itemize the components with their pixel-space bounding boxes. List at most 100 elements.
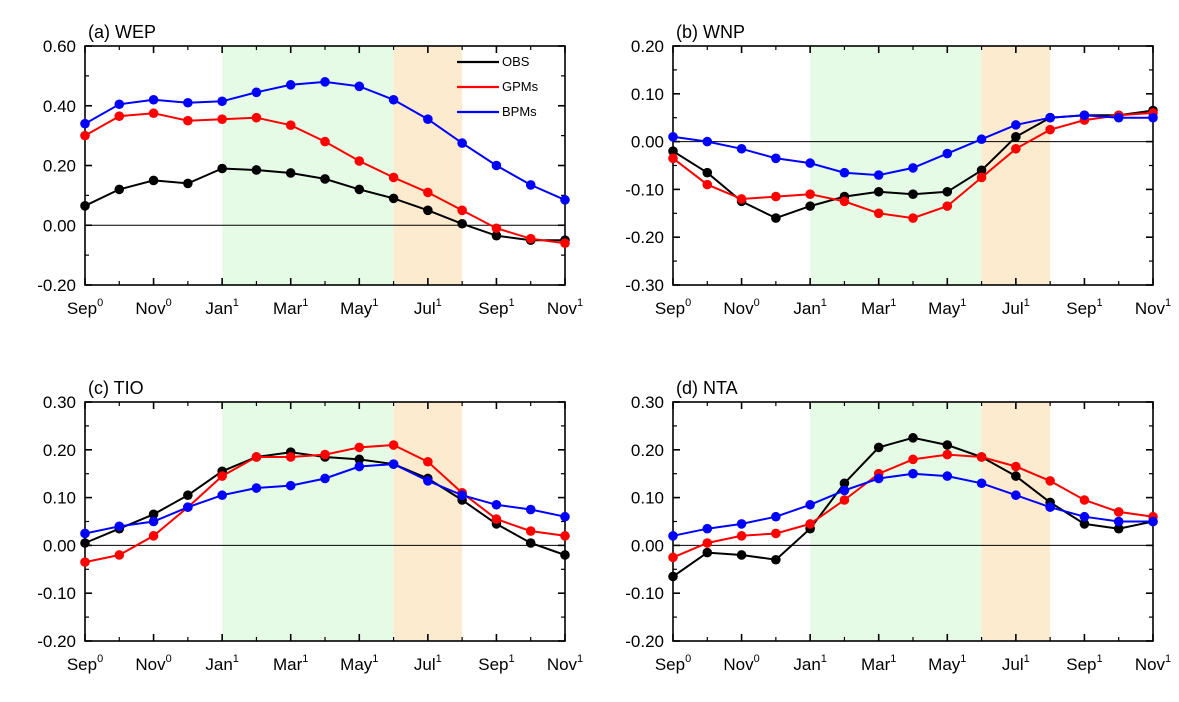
y-tick-label: 0.00 [43, 216, 76, 235]
data-point [388, 459, 399, 469]
data-point [736, 194, 747, 204]
data-point [668, 552, 678, 563]
data-point [114, 184, 125, 195]
y-tick-label: 0.60 [43, 37, 76, 56]
data-point [183, 490, 193, 501]
data-point [423, 456, 433, 467]
x-tick-label: Mar1 [861, 653, 896, 674]
data-point [320, 136, 330, 147]
data-point [702, 538, 713, 548]
data-point [423, 114, 433, 124]
x-tick-label: Jul1 [1002, 653, 1030, 674]
x-tick-label: Sep1 [478, 653, 514, 674]
data-point [285, 120, 296, 130]
panel-title: (a) WEP [88, 22, 156, 42]
x-tick-label: Sep0 [67, 653, 103, 674]
data-point [114, 550, 125, 560]
legend: OBS GPMs BPMs [457, 54, 539, 119]
x-tick-label: Sep1 [1066, 653, 1102, 674]
y-tick-label: 0.00 [43, 536, 76, 555]
data-point [839, 495, 850, 505]
data-point [491, 499, 502, 510]
legend-label: BPMs [502, 104, 537, 119]
data-point [702, 547, 713, 558]
data-point [1113, 523, 1124, 534]
data-point [976, 478, 987, 489]
data-point [80, 538, 90, 548]
data-point [908, 468, 918, 479]
data-point [771, 554, 781, 565]
data-point [908, 189, 918, 199]
data-point [908, 433, 918, 443]
data-point [1148, 516, 1158, 527]
series-BPMs [668, 110, 1158, 180]
data-point [148, 94, 159, 105]
data-point [668, 153, 678, 164]
data-point [1079, 110, 1090, 121]
x-tick-label: Nov1 [1135, 653, 1171, 674]
data-point [80, 130, 90, 141]
data-point [148, 531, 159, 541]
data-point [80, 201, 90, 211]
x-tick-label: May1 [928, 297, 966, 318]
y-tick-label: 0.20 [43, 157, 76, 176]
data-point [114, 521, 125, 532]
panel-title: (c) TIO [88, 378, 144, 398]
y-tick-label: 0.10 [631, 85, 664, 104]
data-point [839, 478, 850, 489]
data-point [423, 205, 433, 216]
y-tick-label: -0.10 [625, 180, 664, 199]
data-point [114, 99, 125, 110]
y-tick-label: 0.10 [43, 489, 76, 508]
data-point [908, 163, 918, 173]
x-tick-label: Jan1 [793, 297, 827, 318]
data-point [942, 186, 953, 197]
data-point [80, 528, 90, 539]
x-tick-label: Sep0 [655, 297, 691, 318]
data-point [388, 94, 399, 105]
data-point [388, 172, 399, 183]
data-point [491, 230, 502, 241]
series-BPMs [668, 468, 1158, 541]
data-point [1011, 143, 1021, 154]
data-point [976, 134, 987, 145]
data-point [251, 483, 262, 493]
y-tick-label: 0.30 [43, 393, 76, 412]
data-point [1113, 507, 1124, 517]
data-point [873, 186, 884, 197]
x-tick-label: Sep0 [655, 653, 691, 674]
data-point [942, 471, 953, 481]
x-tick-label: Jul1 [414, 653, 442, 674]
data-point [251, 452, 262, 462]
data-point [457, 138, 467, 148]
x-tick-label: Sep1 [478, 297, 514, 318]
data-point [80, 118, 90, 129]
data-point [1113, 516, 1124, 527]
x-tick-label: Jul1 [1002, 297, 1030, 318]
data-point [1045, 124, 1055, 135]
y-tick-label: 0.10 [631, 489, 664, 508]
data-point [354, 461, 365, 472]
data-point [457, 218, 467, 229]
y-tick-label: -0.10 [625, 584, 664, 603]
x-tick-label: Jul1 [414, 297, 442, 318]
x-tick-label: Jan1 [205, 297, 239, 318]
data-point [183, 115, 193, 126]
x-tick-label: Nov1 [1135, 297, 1171, 318]
x-tick-label: May1 [340, 297, 378, 318]
data-point [354, 454, 365, 465]
season-shading-0 [810, 46, 982, 285]
data-point [423, 187, 433, 198]
data-point [354, 81, 365, 92]
season-shading-0 [810, 402, 982, 641]
season-shading-0 [222, 402, 394, 641]
series-GPMs [668, 108, 1158, 223]
data-point [491, 160, 502, 171]
data-point [668, 571, 678, 582]
data-point [148, 108, 159, 119]
data-point [388, 193, 399, 204]
data-point [560, 511, 570, 522]
data-point [388, 440, 399, 450]
season-shading-0 [222, 46, 394, 285]
data-point [457, 205, 467, 216]
